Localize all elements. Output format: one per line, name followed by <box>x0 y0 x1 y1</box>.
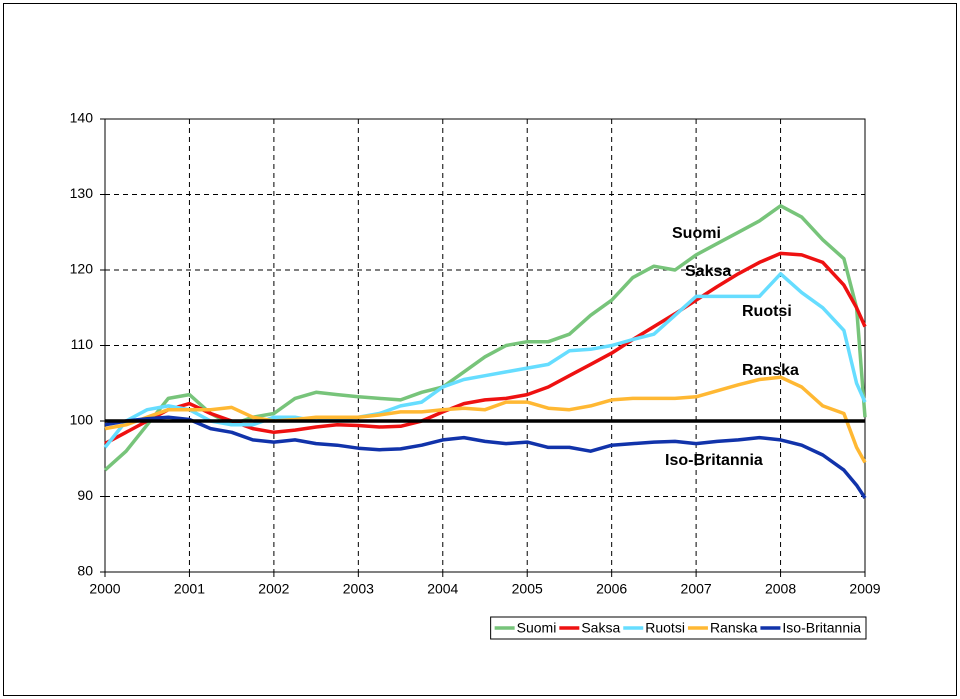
y-tick-label: 100 <box>70 412 94 428</box>
series-line <box>103 272 867 449</box>
series-line <box>104 415 867 499</box>
legend-label: Suomi <box>517 620 557 636</box>
legend: Suomi Saksa Ruotsi Ranska Iso-Britannia <box>490 616 867 640</box>
x-tick-label: 2003 <box>343 581 374 597</box>
y-tick-label: 120 <box>70 261 94 277</box>
legend-label: Saksa <box>581 620 620 636</box>
x-tick-label: 2001 <box>174 581 205 597</box>
y-tick-label: 90 <box>77 487 93 503</box>
legend-label: Ruotsi <box>645 620 685 636</box>
x-tick-label: 2000 <box>89 581 120 597</box>
legend-label: Ranska <box>710 620 758 636</box>
plot-border <box>104 118 866 573</box>
y-tick-label: 140 <box>70 110 94 126</box>
annotation: Ruotsi <box>742 303 792 320</box>
x-tick-label: 2002 <box>258 581 289 597</box>
x-tick-label: 2004 <box>427 581 458 597</box>
legend-label: Iso-Britannia <box>782 620 861 636</box>
annotation: Saksa <box>685 263 731 280</box>
x-tick-label: 2008 <box>765 581 796 597</box>
legend-box <box>490 616 867 640</box>
x-tick-label: 2007 <box>681 581 712 597</box>
y-tick-label: 110 <box>71 336 94 352</box>
annotation: Iso-Britannia <box>665 452 763 469</box>
y-tick-label: 130 <box>70 185 94 201</box>
x-tick-label: 2006 <box>596 581 627 597</box>
annotation: Suomi <box>672 225 721 242</box>
series-line <box>104 375 867 464</box>
x-tick-label: 2005 <box>512 581 543 597</box>
x-tick-label: 2009 <box>849 581 880 597</box>
annotation: Ranska <box>742 362 799 379</box>
y-tick-label: 80 <box>77 563 93 579</box>
